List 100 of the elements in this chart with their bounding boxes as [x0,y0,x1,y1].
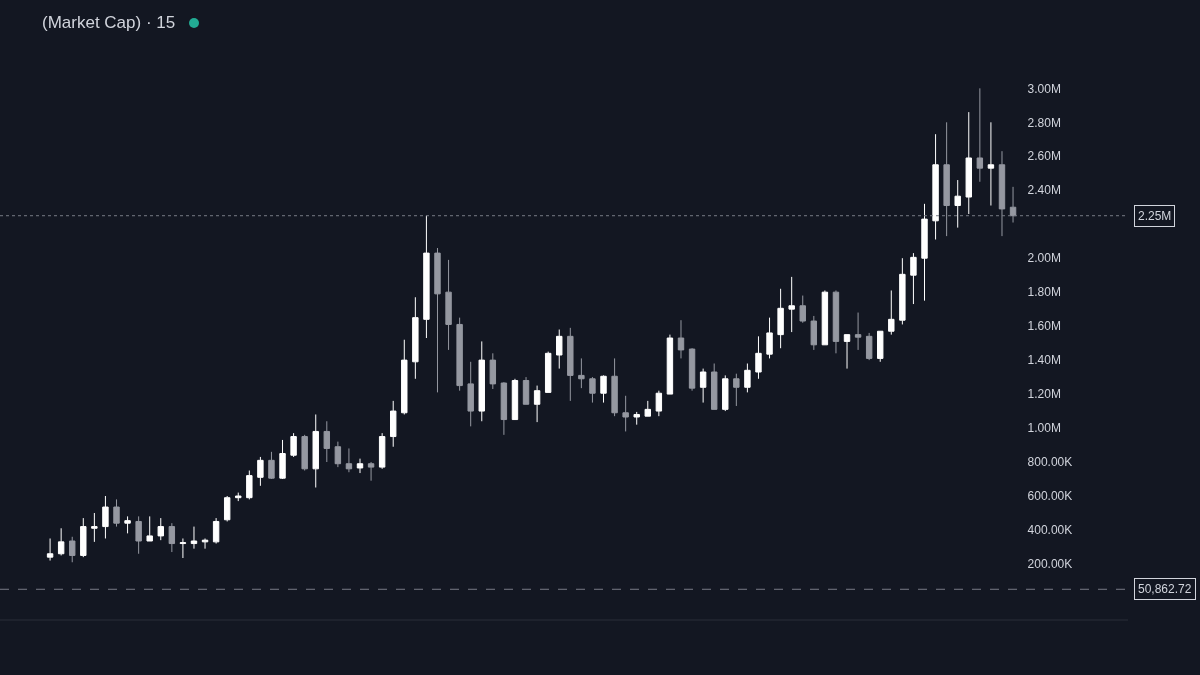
candlestick [301,434,308,472]
candlestick [954,179,961,229]
candlestick [511,378,519,421]
candlestick [478,340,485,422]
candlestick [323,420,331,463]
candlestick [201,537,209,550]
candlestick [810,315,818,351]
text: (Market Cap) · 15 [42,13,176,33]
candlestick [124,515,131,534]
candlestick [312,413,319,489]
candlestick [655,390,663,417]
candlestick [921,203,928,302]
candlestick [257,456,264,487]
candlestick [378,432,386,470]
candlestick [910,252,917,305]
candlestick [888,289,895,336]
candlestick [877,330,884,363]
candlestick [976,87,984,183]
candlestick [489,352,497,390]
candlestick [965,111,972,215]
candlestick [699,368,707,404]
candlestick [102,495,109,539]
candlestick [179,537,187,559]
candlestick [146,515,153,542]
candlestick [157,517,164,541]
candlestick [843,334,851,370]
candlestick [434,247,441,393]
candlestick [688,347,696,392]
candlestick [246,470,253,500]
candlestick [345,447,353,473]
ref-line-label: 50,862.72 [1138,582,1192,596]
candlestick [666,334,674,395]
candlestick [334,441,342,468]
candlestick [522,376,530,405]
candlestick [932,133,939,241]
candlestick [46,537,54,562]
y-tick-label: 3.00M [1027,81,1061,96]
candlestick [733,373,740,407]
candlestick [644,400,652,417]
candlestick [190,526,198,550]
candlestick [69,536,76,563]
candlestick [556,329,563,370]
candlestick [899,257,906,325]
candlestick [998,150,1006,237]
candlestick [677,319,685,359]
candlestick [633,411,640,426]
candlestick [799,295,806,324]
candlestick [467,361,474,427]
candlestick [80,517,87,558]
candlestick [268,451,275,480]
y-tick-label: 400.00K [1027,523,1073,538]
y-tick-label: 2.40M [1027,183,1061,198]
candlestick [755,335,762,380]
candlestick [91,512,98,543]
candlestick [401,339,408,415]
candlestick [356,458,364,474]
candlestick [445,259,452,351]
candlestick [589,376,596,404]
candlestick [766,317,773,359]
candlestick [865,332,873,361]
candlestick [57,527,65,556]
candlestick [722,374,729,412]
y-tick-label: 1.20M [1027,387,1061,402]
candlestick [821,289,829,346]
y-tick-label: 1.60M [1027,319,1061,334]
candlestick [600,374,607,404]
candlestick [710,363,718,410]
candlestick [223,495,231,522]
candlestick [390,400,397,448]
y-tick-label: 200.00K [1027,557,1073,572]
candlestick [500,381,508,436]
candlestick [168,522,176,553]
candlestick [622,395,629,432]
candlestick [290,432,297,458]
candlestick [533,385,541,423]
y-tick-label: 1.40M [1027,353,1061,368]
y-tick-label: 600.00K [1027,489,1073,504]
candlestick [987,121,995,207]
y-tick-label: 2.00M [1027,251,1061,266]
y-tick-label: 2.60M [1027,149,1061,164]
candlestick [788,276,795,333]
candlestick [544,351,552,393]
candlestick [279,439,286,480]
candlestick [611,357,618,417]
candlestick [135,515,142,555]
candlestick [943,121,950,237]
ref-line-label: 2.25M [1138,209,1172,223]
candlestick [567,327,574,402]
candlestick [423,215,430,339]
candlestick [1009,186,1017,224]
y-tick-label: 1.00M [1027,421,1061,436]
y-tick-label: 800.00K [1027,455,1073,470]
candlestick [412,296,419,380]
candlestick [235,492,242,502]
candlestick [744,363,751,393]
candlestick [367,461,375,482]
candlestick [854,312,862,351]
y-tick-label: 1.80M [1027,285,1061,300]
candlestick [832,289,840,354]
candlestick [212,517,220,545]
